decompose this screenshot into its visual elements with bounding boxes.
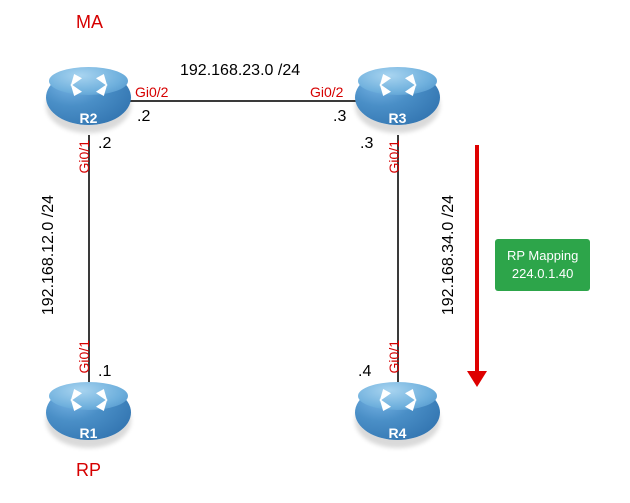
if-r3-gi01: Gi0/1 — [386, 140, 402, 173]
rp-mapping-callout: RP Mapping 224.0.1.40 — [495, 239, 590, 291]
if-r2-gi01: Gi0/1 — [76, 140, 92, 173]
link-r2-r3 — [128, 100, 358, 102]
router-label: R1 — [46, 425, 131, 441]
router-label: R3 — [355, 110, 440, 126]
ip-r3-south: .3 — [360, 135, 373, 153]
role-ma: MA — [76, 12, 103, 33]
router-r4: R4 — [355, 385, 440, 455]
role-rp: RP — [76, 460, 101, 481]
router-r2: R2 — [46, 70, 131, 140]
if-r4-gi01: Gi0/1 — [386, 340, 402, 373]
ip-r1-north: .1 — [98, 363, 111, 381]
if-r3-gi02: Gi0/2 — [310, 84, 343, 100]
mapping-arrow — [475, 145, 479, 375]
ip-r3-west: .3 — [333, 108, 346, 126]
callout-line2: 224.0.1.40 — [507, 265, 578, 283]
network-r1r2: 192.168.12.0 /24 — [40, 195, 58, 315]
if-r2-gi02: Gi0/2 — [135, 84, 168, 100]
router-r3: R3 — [355, 70, 440, 140]
ip-r4-north: .4 — [358, 363, 371, 381]
router-label: R2 — [46, 110, 131, 126]
router-r1: R1 — [46, 385, 131, 455]
router-label: R4 — [355, 425, 440, 441]
ip-r2-east: .2 — [137, 108, 150, 126]
network-r2r3: 192.168.23.0 /24 — [180, 62, 300, 80]
network-r3r4: 192.168.34.0 /24 — [440, 195, 458, 315]
ip-r2-south: .2 — [98, 135, 111, 153]
callout-line1: RP Mapping — [507, 247, 578, 265]
if-r1-gi01: Gi0/1 — [76, 340, 92, 373]
